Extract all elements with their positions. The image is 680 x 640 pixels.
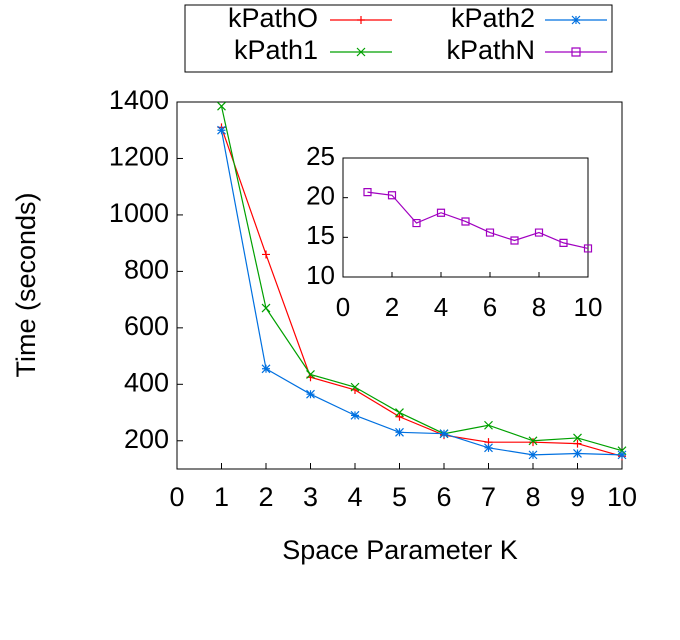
y-tick-label: 1400 bbox=[109, 85, 169, 115]
legend-marker bbox=[571, 47, 581, 57]
legend-marker bbox=[356, 47, 366, 57]
series-line bbox=[220, 106, 623, 452]
x-tick-label: 2 bbox=[258, 482, 273, 512]
series-line bbox=[220, 127, 623, 457]
x-tick-label: 8 bbox=[525, 482, 540, 512]
x-tick-label: 1 bbox=[214, 482, 229, 512]
data-point bbox=[510, 236, 519, 245]
data-point bbox=[306, 389, 315, 399]
data-point bbox=[395, 412, 404, 421]
data-point bbox=[306, 370, 315, 379]
y-tick-label: 15 bbox=[306, 220, 335, 250]
legend-marker bbox=[571, 15, 581, 25]
x-tick-label: 8 bbox=[532, 292, 546, 322]
series-line bbox=[367, 191, 589, 250]
data-point bbox=[617, 450, 627, 460]
data-point bbox=[528, 450, 538, 460]
data-point bbox=[262, 250, 270, 259]
data-point bbox=[350, 382, 360, 392]
data-point bbox=[412, 218, 421, 228]
data-point bbox=[573, 433, 582, 443]
data-point bbox=[363, 188, 372, 197]
y-tick-label: 200 bbox=[124, 424, 169, 454]
y-tick-label: 400 bbox=[124, 367, 169, 397]
data-point bbox=[617, 446, 627, 456]
data-point bbox=[573, 439, 582, 448]
x-tick-label: 6 bbox=[436, 482, 451, 512]
x-tick-label: 10 bbox=[574, 292, 603, 322]
data-point bbox=[485, 228, 495, 237]
data-point bbox=[217, 101, 226, 111]
x-tick-label: 2 bbox=[385, 292, 399, 322]
data-point bbox=[395, 427, 404, 437]
data-point bbox=[261, 303, 271, 313]
x-tick-label: 5 bbox=[392, 482, 407, 512]
data-point bbox=[436, 208, 446, 217]
y-tick-label: 10 bbox=[306, 260, 335, 290]
legend-label: kPathO bbox=[228, 3, 318, 33]
data-point bbox=[261, 364, 271, 374]
data-point bbox=[484, 420, 493, 430]
legend-marker bbox=[357, 16, 365, 24]
y-tick-label: 600 bbox=[124, 311, 169, 341]
legend-label: kPath1 bbox=[234, 35, 318, 65]
y-tick-label: 25 bbox=[306, 141, 335, 171]
y-tick-label: 1000 bbox=[109, 198, 169, 228]
x-tick-label: 6 bbox=[483, 292, 497, 322]
data-point bbox=[573, 449, 582, 458]
data-point bbox=[387, 191, 397, 200]
data-point bbox=[217, 125, 226, 135]
y-tick-label: 20 bbox=[306, 181, 335, 211]
legend-box bbox=[184, 4, 613, 73]
data-point bbox=[583, 244, 593, 253]
data-point bbox=[534, 228, 544, 237]
x-tick-label: 7 bbox=[481, 482, 496, 512]
legend-label: kPathN bbox=[446, 35, 535, 65]
x-tick-label: 9 bbox=[570, 482, 585, 512]
x-tick-label: 4 bbox=[434, 292, 448, 322]
series-line bbox=[220, 130, 623, 456]
data-point bbox=[529, 438, 537, 447]
data-point bbox=[484, 443, 493, 453]
y-tick-label: 1200 bbox=[109, 142, 169, 172]
data-point bbox=[461, 217, 470, 226]
data-point bbox=[395, 408, 404, 417]
y-tick-label: 800 bbox=[124, 255, 169, 285]
data-point bbox=[528, 436, 538, 446]
x-tick-label: 10 bbox=[607, 482, 637, 512]
data-point bbox=[350, 410, 360, 420]
x-tick-label: 0 bbox=[336, 292, 350, 322]
data-point bbox=[439, 429, 449, 439]
x-tick-label: 4 bbox=[347, 482, 362, 512]
x-tick-label: 3 bbox=[303, 482, 318, 512]
legend-label: kPath2 bbox=[451, 3, 535, 33]
plot-frame bbox=[342, 157, 589, 278]
x-axis-label: Space Parameter K bbox=[282, 535, 518, 565]
data-point bbox=[559, 238, 568, 247]
x-tick-label: 0 bbox=[169, 482, 184, 512]
y-axis-label: Time (seconds) bbox=[11, 192, 41, 377]
